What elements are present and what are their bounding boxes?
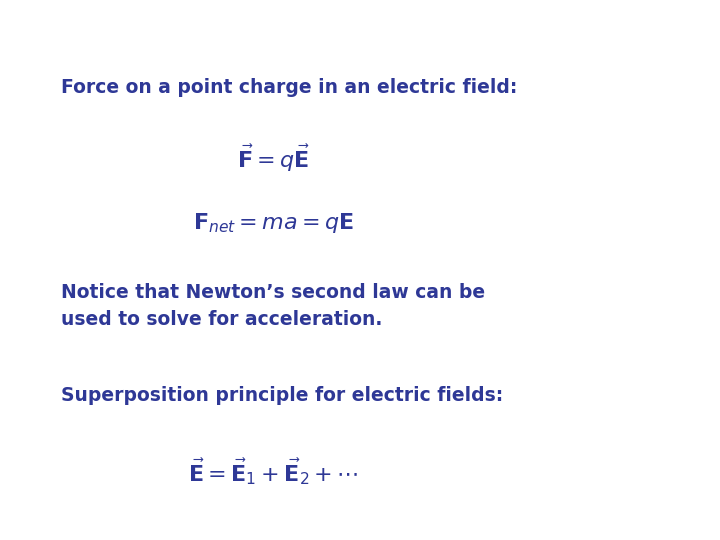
Text: Notice that Newton’s second law can be
used to solve for acceleration.: Notice that Newton’s second law can be u… (61, 284, 485, 329)
Text: $\mathbf{F}_{\mathit{net}}\mathit{=ma=q}\mathbf{E}$: $\mathbf{F}_{\mathit{net}}\mathit{=ma=q}… (193, 211, 354, 234)
Text: $\vec{\mathbf{E}} = \vec{\mathbf{E}}_1 + \vec{\mathbf{E}}_2 + \cdots$: $\vec{\mathbf{E}} = \vec{\mathbf{E}}_1 +… (188, 456, 359, 487)
Text: $\vec{\mathbf{F}} = q\vec{\mathbf{E}}$: $\vec{\mathbf{F}} = q\vec{\mathbf{E}}$ (237, 143, 310, 174)
Text: Force on a point charge in an electric field:: Force on a point charge in an electric f… (61, 78, 518, 97)
Text: Superposition principle for electric fields:: Superposition principle for electric fie… (61, 386, 503, 405)
